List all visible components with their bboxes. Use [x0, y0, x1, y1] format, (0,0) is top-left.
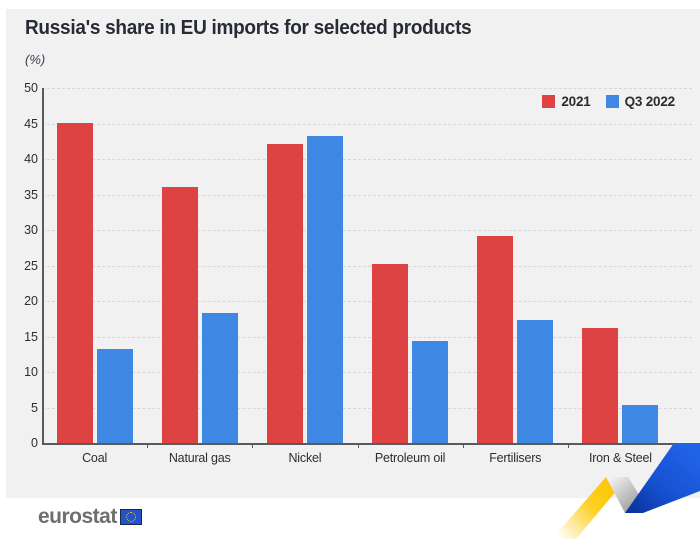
y-tick-label: 0 — [31, 436, 38, 450]
gridline — [42, 230, 692, 231]
gridline — [42, 336, 692, 338]
y-tick-label: 25 — [24, 258, 38, 273]
gridline — [42, 372, 692, 373]
bar-2021-iron-steel — [582, 327, 619, 443]
eu-flag-stars — [125, 511, 136, 522]
bar-2021-coal — [56, 122, 93, 443]
x-category-label: Petroleum oil — [374, 451, 446, 465]
x-axis-tick — [252, 443, 254, 448]
y-tick-label: 30 — [24, 223, 38, 237]
bar-2021-petroleum-oil — [372, 264, 409, 443]
legend-swatch-q3-2022 — [605, 95, 619, 108]
bar-q3-2022-nickel — [306, 136, 343, 443]
gridline — [42, 407, 692, 409]
chart-unit-label: (%) — [25, 52, 46, 67]
y-tick-label: 45 — [24, 116, 38, 131]
y-tick-label: 15 — [24, 329, 38, 344]
bar-q3-2022-petroleum-oil — [412, 341, 449, 443]
x-category-label: Natural gas — [168, 451, 231, 465]
gridline — [42, 265, 692, 267]
legend-swatch-2021 — [542, 95, 556, 108]
y-tick-label: 5 — [31, 400, 38, 415]
eurostat-logo: eurostat — [38, 506, 142, 527]
chart-title: Russia's share in EU imports for selecte… — [25, 17, 472, 39]
y-tick-label: 20 — [24, 294, 38, 308]
y-tick-label: 40 — [24, 152, 38, 166]
gridline — [42, 123, 692, 125]
y-tick-label: 10 — [24, 365, 38, 379]
bar-q3-2022-fertilisers — [517, 320, 554, 443]
y-axis-line — [42, 88, 44, 443]
eu-flag-icon — [119, 508, 142, 525]
bar-2021-natural-gas — [161, 186, 198, 443]
y-tick-label: 35 — [24, 187, 38, 202]
legend-item-q3-2022: Q3 2022 — [605, 94, 676, 109]
x-axis-tick — [462, 443, 464, 448]
legend: 2021 Q3 2022 — [542, 94, 675, 109]
bar-2021-fertilisers — [477, 235, 514, 443]
gridline — [42, 88, 692, 89]
x-axis-tick — [147, 443, 149, 448]
gridline — [42, 194, 692, 196]
eurostat-logo-text: eurostat — [38, 505, 117, 528]
bar-q3-2022-iron-steel — [622, 405, 659, 443]
y-tick-label: 50 — [24, 81, 38, 95]
bar-q3-2022-natural-gas — [201, 313, 238, 443]
x-axis-tick — [357, 443, 359, 448]
x-category-label: Iron & Steel — [588, 451, 652, 465]
x-category-label: Fertilisers — [489, 451, 542, 465]
ribbon-decoration-icon — [552, 443, 700, 539]
bar-2021-nickel — [266, 144, 303, 443]
legend-label-2021: 2021 — [561, 94, 591, 109]
legend-item-2021: 2021 — [542, 94, 591, 109]
gridline — [42, 301, 692, 302]
legend-label-q3-2022: Q3 2022 — [624, 94, 676, 109]
bar-q3-2022-coal — [96, 348, 133, 443]
gridline — [42, 159, 692, 160]
x-axis-tick — [567, 443, 569, 448]
x-category-label: Nickel — [288, 451, 322, 465]
x-category-label: Coal — [82, 451, 108, 465]
